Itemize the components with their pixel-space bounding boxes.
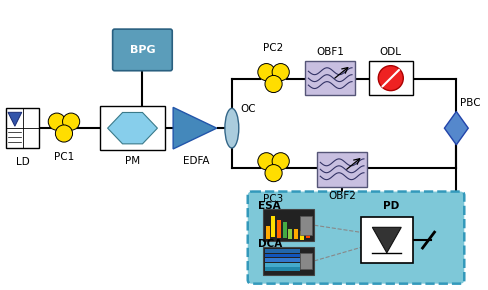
Text: OBF1: OBF1	[316, 47, 344, 57]
Bar	[264, 267, 300, 271]
Bar	[300, 253, 312, 269]
Polygon shape	[8, 112, 22, 126]
Bar	[369, 61, 413, 95]
Polygon shape	[445, 112, 468, 145]
Circle shape	[272, 153, 289, 170]
Bar	[305, 218, 310, 238]
Bar	[305, 61, 355, 95]
Circle shape	[378, 66, 403, 91]
Bar	[264, 258, 300, 262]
Text: DCA: DCA	[258, 239, 282, 249]
Circle shape	[62, 113, 80, 130]
Bar	[6, 108, 39, 148]
FancyBboxPatch shape	[248, 192, 464, 284]
Text: PC3: PC3	[264, 193, 284, 204]
FancyBboxPatch shape	[113, 29, 172, 71]
Circle shape	[272, 64, 289, 81]
Text: PM: PM	[125, 156, 140, 166]
Text: OBF2: OBF2	[328, 191, 356, 201]
Bar	[264, 263, 300, 267]
Bar	[100, 106, 165, 150]
Text: OC: OC	[241, 104, 256, 114]
Text: PC2: PC2	[264, 43, 284, 53]
Polygon shape	[107, 113, 158, 144]
Circle shape	[258, 153, 275, 170]
Bar	[265, 226, 269, 239]
Text: PD: PD	[383, 202, 399, 211]
Polygon shape	[372, 227, 401, 253]
Circle shape	[258, 64, 275, 81]
Bar	[317, 152, 367, 186]
Bar	[300, 216, 312, 235]
Text: PC1: PC1	[54, 152, 74, 162]
Polygon shape	[173, 107, 217, 149]
Bar	[263, 247, 314, 275]
Bar	[263, 209, 314, 241]
Bar	[300, 231, 304, 240]
Bar	[277, 220, 281, 238]
Text: LD: LD	[16, 157, 30, 167]
Text: EDFA: EDFA	[183, 156, 209, 166]
Circle shape	[48, 113, 65, 130]
Bar	[361, 217, 413, 263]
Circle shape	[265, 75, 282, 93]
Text: PBC: PBC	[460, 98, 481, 108]
Text: ODL: ODL	[380, 47, 402, 57]
Text: ESA: ESA	[258, 202, 280, 211]
Bar	[264, 249, 300, 253]
Bar	[294, 229, 298, 239]
Circle shape	[265, 164, 282, 182]
Bar	[264, 254, 300, 257]
Bar	[283, 222, 287, 238]
Bar	[271, 217, 275, 238]
Circle shape	[55, 125, 73, 142]
Bar	[288, 229, 292, 239]
Ellipse shape	[225, 108, 239, 148]
Text: BPG: BPG	[130, 45, 155, 55]
